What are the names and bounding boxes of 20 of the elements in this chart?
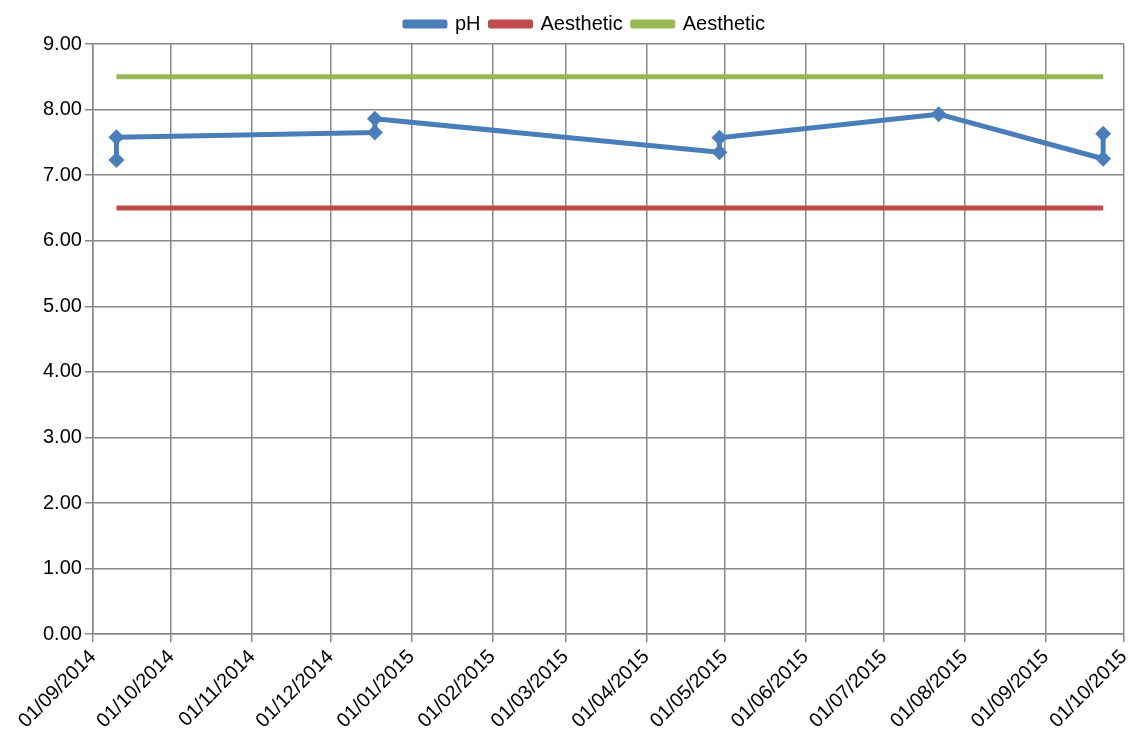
y-tick-label: 4.00 bbox=[42, 359, 82, 382]
point bbox=[711, 144, 728, 161]
y-tick-label: 8.00 bbox=[42, 97, 82, 120]
legend-label: pH bbox=[454, 11, 481, 34]
y-tick-label: 3.00 bbox=[42, 425, 82, 448]
y-tick-label: 1.00 bbox=[42, 556, 82, 579]
y-tick-label: 2.00 bbox=[42, 490, 82, 513]
y-tick-label: 9.00 bbox=[42, 31, 82, 54]
point bbox=[1095, 125, 1112, 142]
y-tick-label: 6.00 bbox=[42, 228, 82, 251]
legend-label: Aesthetic bbox=[682, 11, 766, 34]
legend-label: Aesthetic bbox=[540, 11, 623, 34]
point bbox=[930, 106, 947, 123]
y-tick-label: 0.00 bbox=[42, 621, 82, 644]
point bbox=[366, 124, 383, 141]
point bbox=[711, 129, 728, 146]
point bbox=[366, 110, 383, 127]
y-tick-label: 5.00 bbox=[42, 293, 82, 316]
point bbox=[108, 152, 125, 169]
y-tick-label: 7.00 bbox=[42, 162, 82, 185]
